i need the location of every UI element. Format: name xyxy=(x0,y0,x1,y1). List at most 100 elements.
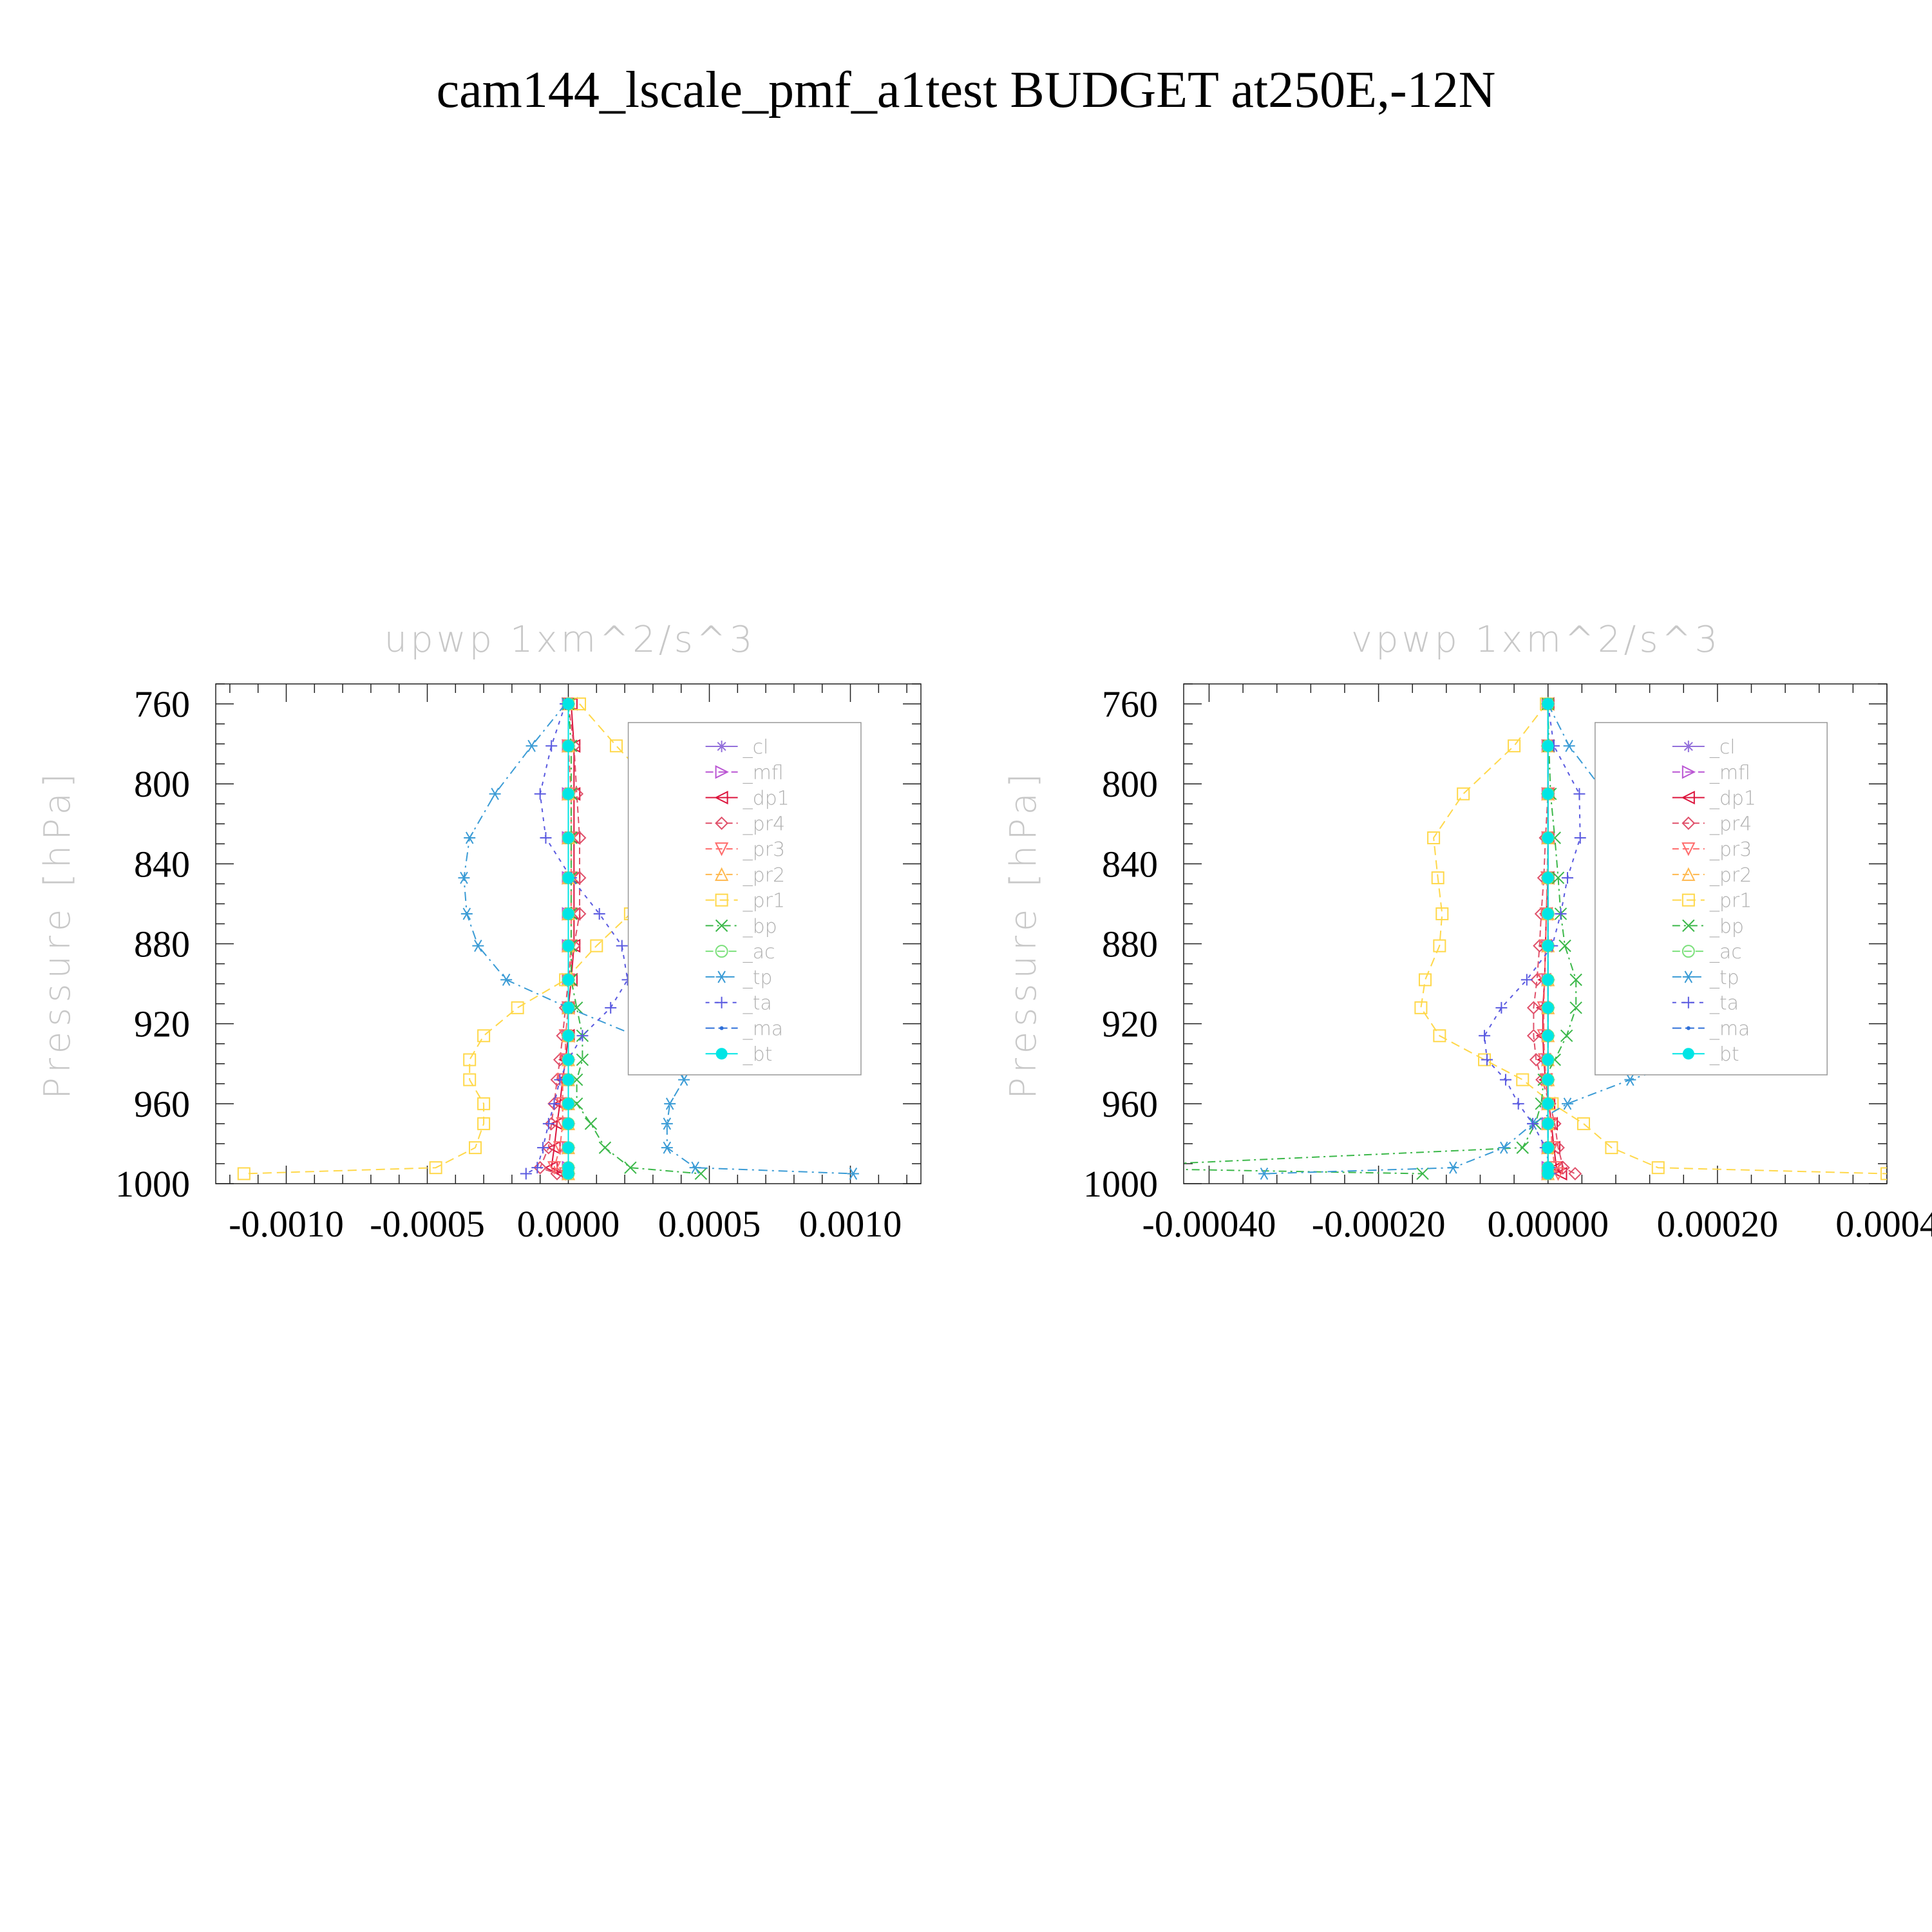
point-bt xyxy=(1542,940,1554,952)
point-pr1 xyxy=(609,739,623,753)
x-tick-label: 0.0010 xyxy=(799,1203,902,1245)
point-ta xyxy=(1479,1030,1491,1042)
point-bt xyxy=(1542,1142,1554,1154)
point-bp xyxy=(1569,973,1582,987)
point-tp xyxy=(458,871,470,884)
point-bt xyxy=(1542,1074,1554,1086)
panel-vpwp: vpwp 1xm^2/s^3 Pressure [hPa] 760 800 840 880… xyxy=(1003,619,1932,1245)
point-ta xyxy=(1481,1054,1493,1066)
point-pr4 xyxy=(1551,1141,1565,1155)
point-tp xyxy=(464,831,476,844)
x-tick-label: 0.00020 xyxy=(1657,1203,1779,1245)
point-tp xyxy=(689,1161,701,1174)
legend-marker xyxy=(1682,996,1694,1009)
legend-marker xyxy=(715,1048,728,1060)
point-pr1 xyxy=(590,939,603,952)
point-bt xyxy=(562,1168,574,1180)
point-pr1 xyxy=(1414,1001,1428,1014)
legend-marker xyxy=(1681,945,1695,958)
point-bt xyxy=(1542,872,1554,884)
point-tp xyxy=(1258,1167,1270,1180)
point-pr1 xyxy=(429,1161,442,1175)
y-tick-label: 840 xyxy=(1102,843,1158,885)
legend-label: _ma xyxy=(743,1018,784,1040)
point-bp xyxy=(1516,1141,1529,1154)
legend-marker xyxy=(715,971,728,983)
point-ta xyxy=(1527,1117,1539,1130)
point-bt xyxy=(562,872,574,884)
panel-title: upwp 1xm^2/s^3 xyxy=(384,619,756,661)
point-tp xyxy=(1447,1161,1459,1174)
legend-marker xyxy=(714,867,729,881)
point-bt xyxy=(562,832,574,844)
point-pr4 xyxy=(573,871,587,885)
x-tick-label: -0.00040 xyxy=(1142,1203,1276,1245)
point-ta xyxy=(542,1117,554,1130)
legend-label: _dp1 xyxy=(1709,788,1756,810)
series-group xyxy=(1184,696,1887,1181)
point-pr1 xyxy=(237,1167,251,1180)
y-axis-label: Pressure [hPa] xyxy=(1003,768,1045,1099)
series-group xyxy=(237,696,859,1181)
x-tick-label: 0.0005 xyxy=(658,1203,761,1245)
figure-title: cam144_lscale_pmf_a1test BUDGET at250E,-… xyxy=(436,62,1496,118)
legend-label: _pr3 xyxy=(743,838,785,861)
point-bp xyxy=(1551,871,1565,884)
point-tp xyxy=(664,1097,676,1110)
point-bp xyxy=(1558,939,1571,952)
point-tp xyxy=(661,1141,673,1154)
point-ta xyxy=(545,740,558,752)
point-pr1 xyxy=(477,1097,491,1110)
point-tp xyxy=(526,739,538,752)
point-pr3 xyxy=(547,1161,562,1175)
point-pr1 xyxy=(1651,1161,1665,1175)
point-bt xyxy=(1542,1097,1554,1110)
point-ta xyxy=(576,1030,589,1042)
point-tp xyxy=(1562,1097,1573,1110)
point-bt xyxy=(1542,740,1554,752)
legend-marker xyxy=(1686,1026,1690,1030)
y-tick-label: 760 xyxy=(134,683,190,725)
plot-frame xyxy=(1183,683,1888,1184)
legend-label: _pr1 xyxy=(743,890,785,913)
y-tick-label: 880 xyxy=(134,923,190,965)
series-line-pr4 xyxy=(1533,704,1576,1175)
point-ta xyxy=(1495,1001,1508,1014)
legend-label: _pr1 xyxy=(1709,890,1752,913)
point-pr4 xyxy=(1568,1167,1582,1180)
point-pr4 xyxy=(1529,1053,1543,1066)
legend-label: _bt xyxy=(1709,1043,1739,1066)
legend-label: _cl xyxy=(743,736,769,759)
legend-marker xyxy=(714,842,729,857)
x-tick-label: -0.0005 xyxy=(370,1203,485,1245)
point-bt xyxy=(1542,1168,1554,1180)
legend-box xyxy=(627,722,862,1075)
point-bt xyxy=(562,974,574,986)
point-tp xyxy=(1498,1141,1510,1154)
point-ta xyxy=(1562,872,1573,884)
point-pr4 xyxy=(1557,1160,1570,1175)
legend-marker xyxy=(715,765,729,779)
y-axis-label: Pressure [hPa] xyxy=(37,768,79,1099)
point-pr1 xyxy=(1508,739,1521,753)
x-tick-label: 0.00000 xyxy=(1487,1203,1609,1245)
legend-label: _ac xyxy=(1709,941,1742,963)
legend-label: _mfl xyxy=(1709,762,1750,784)
y-tick-label: 840 xyxy=(134,843,190,885)
y-tick-label: 960 xyxy=(1102,1083,1158,1125)
y-tick-label: 800 xyxy=(1102,763,1158,805)
y-tick-label: 760 xyxy=(1102,683,1158,725)
y-tick-label: 960 xyxy=(134,1083,190,1125)
point-bp xyxy=(1560,1029,1573,1043)
point-bt xyxy=(562,740,574,752)
point-bp xyxy=(624,1161,637,1174)
legend-marker xyxy=(715,945,728,958)
point-ta xyxy=(1555,907,1567,920)
point-tp xyxy=(500,973,513,986)
legend-label: _mfl xyxy=(743,762,784,784)
legend-label: _bp xyxy=(743,915,777,938)
legend-marker xyxy=(1681,765,1696,779)
point-bt xyxy=(562,1097,574,1110)
point-ta xyxy=(534,788,546,800)
y-tick-label: 920 xyxy=(134,1003,190,1045)
